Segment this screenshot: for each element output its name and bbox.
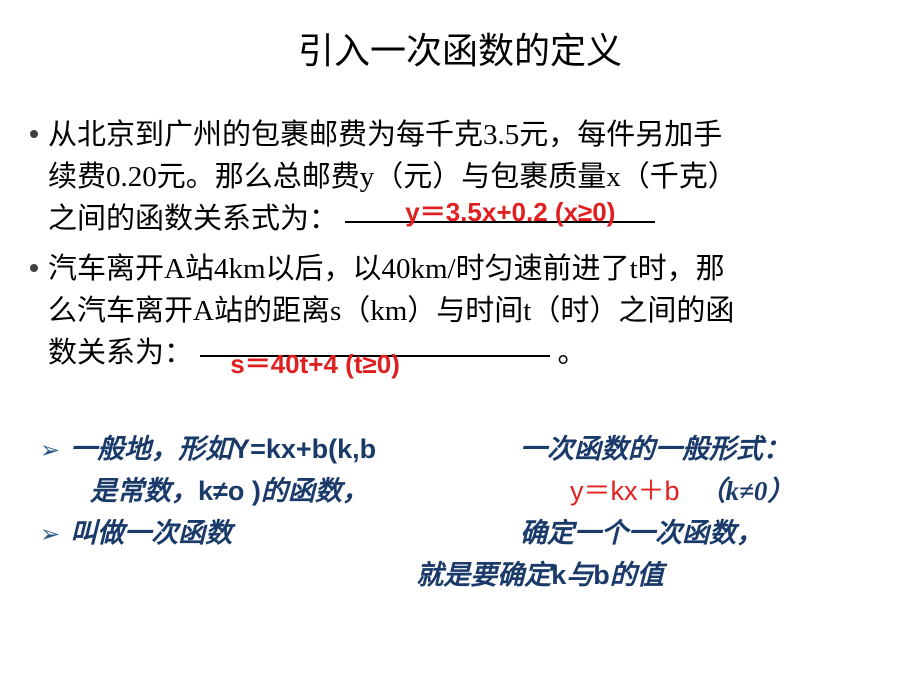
period: 。 xyxy=(558,337,587,369)
problem-2-line-1: 汽车离开A站4km以后，以40km/时匀速前进了t时，那 xyxy=(48,253,725,285)
problem-2-text: 汽车离开A站4km以后，以40km/时匀速前进了t时，那 么汽车离开A站的距离s… xyxy=(48,248,734,374)
general-formula: y＝kx＋b xyxy=(570,476,680,506)
def-right-3: 确定一个一次函数， xyxy=(520,518,763,548)
problem-2: 汽车离开A站4km以后，以40km/时匀速前进了t时，那 么汽车离开A站的距离s… xyxy=(30,248,890,374)
def-right-4-suffix: 的值 xyxy=(610,555,664,597)
def-right-4-prefix: 就是要确定 xyxy=(416,555,551,597)
def-left-1-prefix: 一般地，形如 xyxy=(70,434,232,464)
content-area: 从北京到广州的包裹邮费为每千克3.5元，每件另加手 续费0.20元。那么总邮费y… xyxy=(0,114,920,597)
def-left-2-suffix: 的函数， xyxy=(261,476,369,506)
bullet-icon xyxy=(30,264,38,272)
def-right-1: 一次函数的一般形式： xyxy=(520,434,790,464)
problem-2-answer: s＝40t+4 (t≥0) xyxy=(230,346,400,384)
problem-1: 从北京到广州的包裹邮费为每千克3.5元，每件另加手 续费0.20元。那么总邮费y… xyxy=(30,114,890,240)
arrow-icon: ➢ xyxy=(40,521,60,548)
def-left-2-formula: k≠o ) xyxy=(198,476,261,506)
problem-2-line-3: 数关系为： xyxy=(48,337,193,369)
problem-1-line-1: 从北京到广州的包裹邮费为每千克3.5元，每件另加手 xyxy=(48,119,722,151)
def-right-4-b: b xyxy=(593,555,610,597)
problem-1-line-3: 之间的函数关系式为： xyxy=(48,203,338,235)
problem-1-text: 从北京到广州的包裹邮费为每千克3.5元，每件另加手 续费0.20元。那么总邮费y… xyxy=(48,114,737,240)
def-right-4-mid: 与 xyxy=(566,555,593,597)
problem-1-line-2: 续费0.20元。那么总邮费y（元）与包裹质量x（千克） xyxy=(48,161,737,193)
def-left-2-prefix: 是常数， xyxy=(90,476,198,506)
arrow-icon: ➢ xyxy=(40,437,60,464)
def-left-3: 叫做一次函数 xyxy=(70,518,232,548)
problem-1-answer: y＝3.5x+0.2 (x≥0) xyxy=(405,194,615,232)
bullet-icon xyxy=(30,130,38,138)
general-formula-cond: （k≠0） xyxy=(699,476,795,506)
problem-2-line-2: 么汽车离开A站的距离s（km）与时间t（时）之间的函 xyxy=(48,295,734,327)
def-right-4-k: k xyxy=(551,555,566,597)
def-left-1-formula: Y=kx+b(k,b xyxy=(232,434,376,464)
page-title: 引入一次函数的定义 xyxy=(0,0,920,114)
definition-summary: ➢ 一般地，形如Y=kx+b(k,b 一次函数的一般形式： 是常数，k≠o )的… xyxy=(30,429,890,596)
